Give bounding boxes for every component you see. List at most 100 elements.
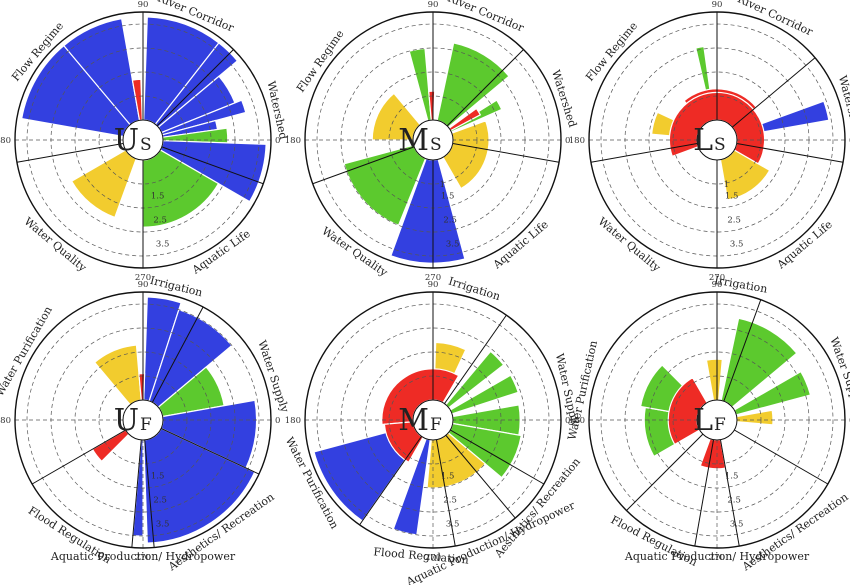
sector-divider: [142, 306, 204, 421]
sector-divider: [716, 299, 762, 421]
radial-tick-label: 1: [724, 180, 729, 190]
angle-label: 0: [275, 416, 280, 426]
sector-label: Aquatic Production/ Hydropower: [624, 550, 810, 563]
angle-label: 180: [285, 416, 301, 426]
outer-ring: [304, 11, 562, 269]
sector-divider: [716, 419, 740, 547]
sector-label: Aquatic Life: [490, 218, 551, 272]
sector-divider: [142, 139, 264, 185]
angle-label: 90: [428, 0, 439, 10]
sector-label: River Corridor: [736, 0, 816, 39]
sector-divider: [590, 139, 718, 163]
sector-divider: [142, 49, 234, 141]
sector-divider: [131, 419, 144, 548]
sector-divider: [626, 419, 718, 511]
sector-divider: [716, 57, 816, 141]
sector-divider: [432, 419, 545, 485]
angle-label: 270: [709, 273, 725, 283]
center-disc: [122, 119, 164, 161]
sector-divider: [31, 419, 144, 485]
polar-panel: M S 1 1.5 2.5 3.5 0 90 180 270 River Corridor Water…: [285, 0, 579, 283]
center-sub: S: [430, 135, 442, 155]
sector-divider: [16, 139, 144, 163]
radial-tick-label: 1.5: [725, 192, 739, 202]
radial-tick-label: 1.5: [441, 472, 455, 482]
sector-label: Water Quality: [596, 215, 664, 275]
radial-tick-label: 2.5: [153, 216, 167, 226]
radial-tick-label: 1.5: [725, 472, 739, 482]
center-disc: [122, 399, 164, 441]
radial-tick-label: 3.5: [156, 239, 170, 249]
center-label: M: [398, 123, 429, 158]
angle-label: 0: [565, 136, 570, 146]
sector-label: Aquatic Production/ Hydropower: [404, 499, 578, 585]
angle-label: 270: [709, 553, 725, 563]
sector-label: River Corridor: [446, 0, 527, 35]
sector-divider: [142, 419, 155, 548]
angle-label: 180: [569, 136, 585, 146]
sector-divider: [432, 139, 560, 163]
bar-yellow: [93, 344, 142, 406]
radial-tick-label: 1.5: [441, 192, 455, 202]
sector-label: Water Supply: [827, 335, 850, 411]
sector-label: Water Purification: [0, 304, 55, 398]
angle-label: 270: [135, 553, 151, 563]
center-disc: [696, 119, 738, 161]
sector-label: Flood Regulation: [373, 545, 469, 566]
outer-ring: [14, 11, 272, 269]
center-disc: [696, 399, 738, 441]
center-sub: F: [140, 415, 152, 435]
angle-label: 90: [712, 0, 723, 10]
center-label: M: [398, 403, 429, 438]
center-sub: F: [430, 415, 442, 435]
sector-label: Watershed: [264, 80, 290, 141]
radial-tick-label: 1.5: [151, 472, 165, 482]
center-disc: [412, 119, 454, 161]
radial-tick-label: 3.5: [730, 239, 744, 249]
radial-tick-label: 2.5: [153, 496, 167, 506]
center-label: L: [693, 123, 713, 158]
angle-label: 180: [0, 416, 11, 426]
sector-divider: [142, 419, 260, 475]
radial-tick-label: 2.5: [443, 216, 457, 226]
center-sub: S: [140, 135, 152, 155]
angle-label: 180: [0, 136, 11, 146]
sector-label: Water Supply: [255, 339, 291, 415]
angle-label: 270: [135, 273, 151, 283]
sector-label: Flow Regime: [294, 28, 347, 95]
sector-divider: [716, 419, 829, 485]
sector-label: Aquatic Life: [774, 218, 835, 272]
angle-label: 270: [425, 553, 441, 563]
angle-label: 180: [285, 136, 301, 146]
angle-label: 90: [712, 280, 723, 290]
radial-tick-label: 3.5: [730, 519, 744, 529]
angle-label: 90: [428, 280, 439, 290]
outer-ring: [304, 291, 562, 549]
sector-label: Water Quality: [319, 224, 390, 279]
sector-label: Aquatic Production/ Hydropower: [50, 550, 236, 563]
center-disc: [412, 399, 454, 441]
sector-label: Watershed: [836, 74, 850, 135]
outer-ring: [588, 291, 846, 549]
radial-tick-label: 3.5: [446, 239, 460, 249]
radial-tick-label: 2.5: [727, 216, 741, 226]
sector-label: Aquatic Life: [189, 227, 253, 277]
sector-label: Irrigation: [149, 274, 204, 300]
center-sub: S: [714, 135, 726, 155]
center-label: U: [114, 123, 139, 158]
sector-divider: [432, 419, 456, 547]
radial-tick-label: 1: [440, 180, 445, 190]
angle-label: 180: [569, 416, 585, 426]
angle-label: 0: [565, 416, 570, 426]
sector-divider: [359, 419, 434, 526]
sector-divider: [432, 49, 524, 141]
center-sub: F: [714, 415, 726, 435]
sector-divider: [312, 139, 434, 185]
radial-tick-label: 2.5: [727, 496, 741, 506]
sector-divider: [694, 419, 718, 547]
radial-tick-label: 1.5: [151, 192, 165, 202]
bar-green: [408, 47, 432, 122]
